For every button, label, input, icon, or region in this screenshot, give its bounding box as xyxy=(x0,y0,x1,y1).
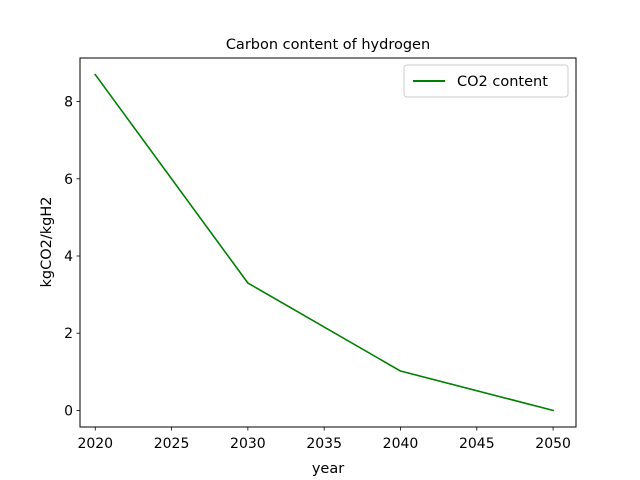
x-tick-label: 2035 xyxy=(306,436,342,452)
y-axis-ticks: 0 2 4 6 8 xyxy=(64,95,80,419)
x-tick-label: 2020 xyxy=(77,436,113,452)
plot-background xyxy=(80,58,576,427)
series-line-co2-content xyxy=(94,73,555,412)
x-tick-label: 2050 xyxy=(535,436,571,452)
y-tick-label: 8 xyxy=(64,95,73,111)
legend-box xyxy=(403,64,569,98)
x-tick-label: 2040 xyxy=(383,436,419,452)
x-axis-ticks: 2020 2025 2030 2035 2040 2045 2050 xyxy=(77,427,571,452)
x-axis-label: year xyxy=(312,461,344,477)
series-group xyxy=(94,73,555,412)
chart-title: Carbon content of hydrogen xyxy=(226,37,430,53)
y-axis-label: kgCO2/kgH2 xyxy=(39,197,55,288)
x-tick-label: 2030 xyxy=(230,436,266,452)
legend-label-co2-content: CO2 content xyxy=(457,74,548,90)
x-tick-label: 2045 xyxy=(459,436,495,452)
y-tick-label: 6 xyxy=(64,172,73,188)
y-tick-label: 2 xyxy=(64,326,73,342)
y-tick-label: 4 xyxy=(64,249,73,265)
x-tick-label: 2025 xyxy=(154,436,190,452)
legend: CO2 content xyxy=(403,64,569,98)
plot-frame xyxy=(79,57,577,428)
y-tick-label: 0 xyxy=(64,403,73,419)
plot-area xyxy=(80,58,576,427)
